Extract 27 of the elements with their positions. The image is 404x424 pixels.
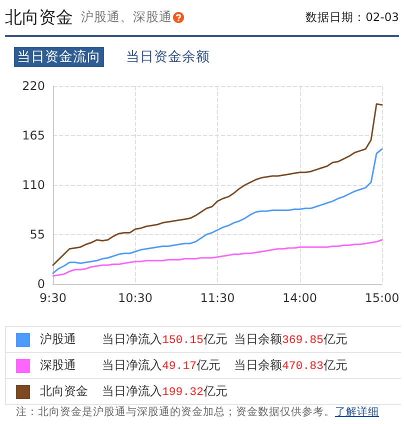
text: 数据日期：02-03 <box>306 10 399 25</box>
text: 当日资金流向 <box>14 47 104 67</box>
y-tick-label: 110 <box>22 178 45 192</box>
legend-label: 北向资金 <box>40 383 89 400</box>
line-series <box>52 103 383 266</box>
x-tick-label: 14:00 <box>282 291 318 305</box>
x-tick-label: 10:30 <box>118 291 153 305</box>
y-tick-label: 0 <box>37 277 45 291</box>
legend-label: 沪股通 <box>40 331 77 348</box>
text: 当日资金余额 <box>126 48 210 66</box>
text: 了解详细 <box>335 406 379 418</box>
line-series <box>52 239 383 277</box>
chart-title: 北向资金 <box>5 7 73 29</box>
x-tick-label: 9:30 <box>40 291 66 305</box>
y-tick-label: 220 <box>22 79 45 93</box>
legend-label: 深股通 <box>40 357 77 374</box>
y-tick-label: 55 <box>30 228 45 242</box>
text: 当日净流入199.32亿元 <box>102 384 228 399</box>
text: 当日余额470.83亿元 <box>234 358 348 373</box>
text: 当日净流入49.17亿元 <box>102 358 221 373</box>
chart-subtitle: 沪股通、深股通 <box>81 9 172 26</box>
text: 当日净流入150.15亿元 <box>102 332 228 347</box>
text: 当日余额369.85亿元 <box>234 332 348 347</box>
x-tick-label: 11:30 <box>200 291 235 305</box>
line-series <box>52 148 383 274</box>
y-tick-label: 165 <box>22 128 45 142</box>
x-tick-label: 15:00 <box>364 291 400 305</box>
